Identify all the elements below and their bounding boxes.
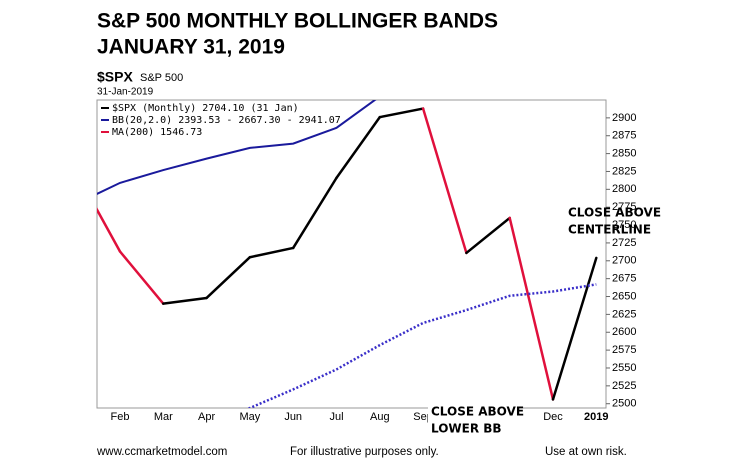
x-tick-label: Apr xyxy=(198,411,215,423)
upper-band xyxy=(97,100,377,196)
price-segment xyxy=(508,216,555,401)
annotation: CLOSE ABOVE xyxy=(431,405,524,419)
plot-area xyxy=(97,100,598,408)
y-tick-label: 2525 xyxy=(612,380,636,392)
symbol-name: S&P 500 xyxy=(140,72,183,84)
y-tick-label: 2625 xyxy=(612,308,636,320)
annotation: CLOSE ABOVE xyxy=(568,206,661,220)
footer-text: For illustrative purposes only. xyxy=(290,446,439,458)
overlay: $SPX (Monthly) 2704.10 (31 Jan)BB(20,2.0… xyxy=(96,103,661,458)
price-segment xyxy=(378,107,425,119)
x-tick-label: Jun xyxy=(284,411,302,423)
x-tick-label: Aug xyxy=(370,411,390,423)
axes: 2500 2525 2550 2575 2600 2625 2650 2675 2700 2725… xyxy=(111,112,637,423)
x-tick-label: Dec xyxy=(543,411,563,423)
chart-title: JANUARY 31, 2019 xyxy=(97,36,285,59)
x-tick-label: Feb xyxy=(111,411,130,423)
y-tick-label: 2750 xyxy=(612,219,636,231)
y-tick-label: 2800 xyxy=(612,183,636,195)
legend-label: MA(200) 1546.73 xyxy=(112,127,202,138)
y-tick-label: 2825 xyxy=(612,165,636,177)
x-tick-label: May xyxy=(240,411,261,423)
y-tick-label: 2600 xyxy=(612,326,636,338)
y-tick-label: 2650 xyxy=(612,290,636,302)
x-tick-label: Jul xyxy=(329,411,343,423)
annotation: LOWER BB xyxy=(431,422,502,436)
price-segment xyxy=(118,250,165,305)
y-tick-label: 2550 xyxy=(612,362,636,374)
y-tick-label: 2675 xyxy=(612,273,636,285)
y-tick-label: 2575 xyxy=(612,344,636,356)
x-tick-label: 2019 xyxy=(584,411,608,423)
plot-frame xyxy=(96,99,607,409)
price-segment xyxy=(162,296,208,305)
y-tick-label: 2875 xyxy=(612,130,636,142)
chart-title: S&P 500 MONTHLY BOLLINGER BANDS xyxy=(97,10,498,33)
price-segment xyxy=(551,256,598,401)
middle-band xyxy=(246,283,597,408)
legend-label: $SPX (Monthly) 2704.10 (31 Jan) xyxy=(112,103,299,114)
legend-label: BB(20,2.0) 2393.53 - 2667.30 - 2941.07 xyxy=(112,115,341,126)
price-segment xyxy=(291,176,338,250)
footer-text: Use at own risk. xyxy=(545,446,627,458)
price-segment xyxy=(465,216,511,255)
y-tick-label: 2900 xyxy=(612,112,636,124)
annotation-bg xyxy=(428,403,518,437)
footer-text: www.ccmarketmodel.com xyxy=(96,446,227,458)
symbol: $SPX xyxy=(97,69,133,85)
price-segment xyxy=(421,107,468,255)
annotation: CENTERLINE xyxy=(568,223,651,237)
y-tick-label: 2725 xyxy=(612,237,636,249)
y-tick-label: 2500 xyxy=(612,398,636,410)
y-tick-label: 2700 xyxy=(612,255,636,267)
price-segment xyxy=(335,115,382,180)
y-tick-label: 2775 xyxy=(612,201,636,213)
x-tick-label: Mar xyxy=(154,411,173,423)
x-tick-label: Sep xyxy=(413,411,433,423)
price-segment xyxy=(248,246,295,259)
price-segment xyxy=(205,255,252,300)
price-segment xyxy=(97,207,122,253)
y-tick-label: 2850 xyxy=(612,148,636,160)
date: 31-Jan-2019 xyxy=(97,87,154,98)
